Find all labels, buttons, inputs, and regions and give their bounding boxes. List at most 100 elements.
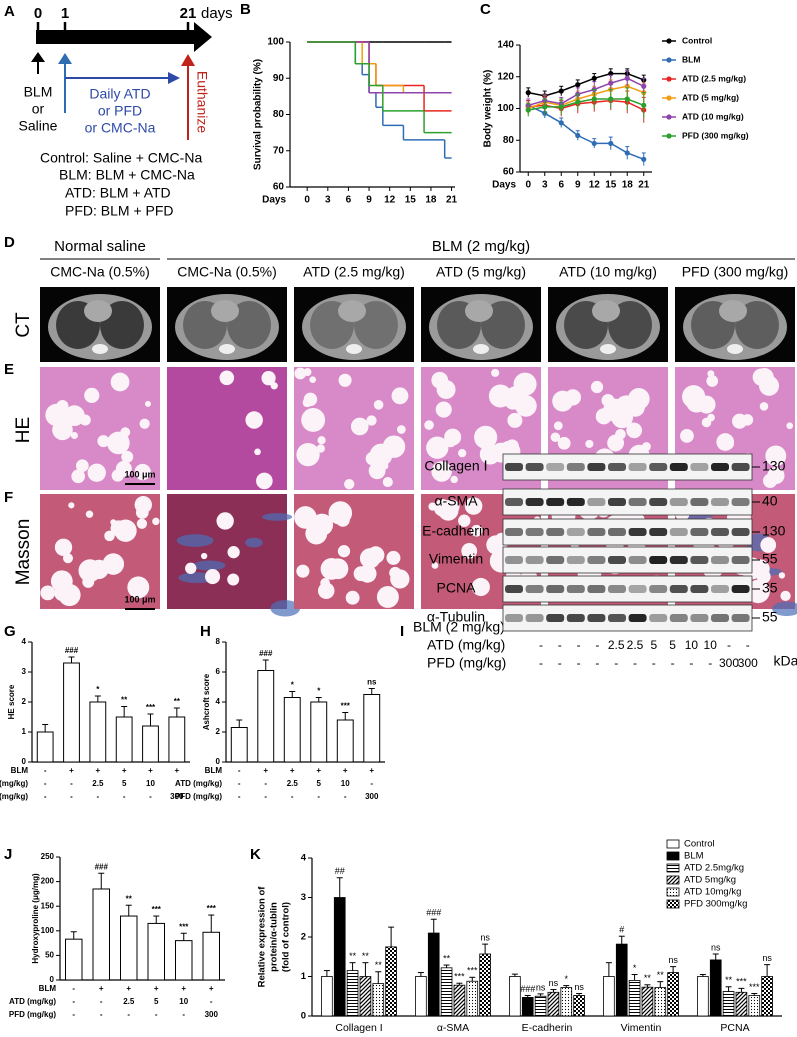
- lane-sign: -: [708, 656, 712, 670]
- blot-band: [649, 528, 668, 536]
- legend-swatch: [666, 887, 680, 897]
- group-definition: BLM: BLM + CMC-Na: [59, 167, 195, 183]
- significance-label: ###: [95, 862, 109, 871]
- ct-spine: [219, 344, 235, 354]
- alveolus: [626, 422, 643, 439]
- alveolus: [89, 559, 109, 580]
- bar: [336, 719, 354, 763]
- bar: [415, 976, 427, 1017]
- blot-band: [608, 528, 626, 536]
- condition-value: -: [72, 997, 75, 1006]
- bar: [333, 897, 346, 1017]
- protein-label: E-cadherin: [422, 523, 490, 539]
- blot-band: [669, 498, 688, 506]
- blot-strip: [502, 575, 753, 603]
- alveolus: [58, 583, 81, 607]
- lane-sign: -: [614, 656, 618, 670]
- alveolus: [134, 496, 153, 514]
- significance-label: **: [644, 973, 652, 983]
- column-header: ATD (2.5 mg/kg): [303, 264, 405, 280]
- blot-band: [628, 614, 647, 622]
- blot-band: [546, 463, 565, 471]
- legend-swatch: [666, 899, 680, 909]
- condition-label: PFD (mg/kg): [0, 792, 28, 801]
- x-tick-label: PCNA: [720, 1022, 749, 1034]
- significance-label: ns: [574, 982, 584, 992]
- endpoint-arrowhead: [181, 54, 195, 66]
- bar: [202, 931, 220, 981]
- ct-spine: [346, 344, 362, 354]
- alveolus: [345, 590, 360, 605]
- panel-label: K: [250, 846, 261, 863]
- y-tick-label: 70: [273, 145, 285, 156]
- data-point: [575, 99, 581, 105]
- panel-a: A 0 1 21 days BLM or Saline Daily ATD or…: [4, 3, 233, 219]
- condition-value: -: [72, 984, 75, 993]
- series-line: [528, 99, 645, 111]
- significance-label: ***: [454, 972, 465, 982]
- blot-band: [525, 585, 544, 593]
- condition-value: -: [238, 779, 241, 788]
- alveolus: [335, 512, 350, 527]
- condition-value: -: [70, 779, 73, 788]
- data-point: [558, 104, 564, 110]
- alveolus: [755, 368, 774, 387]
- protein-label: Vimentin: [429, 551, 483, 567]
- alveolus: [373, 399, 384, 410]
- condition-value: +: [343, 766, 348, 775]
- bar: [560, 987, 573, 1017]
- bar: [65, 938, 83, 981]
- column-header: ATD (5 mg/kg): [436, 264, 526, 280]
- condition-value: +: [148, 766, 153, 775]
- lane-sign: 10: [685, 638, 699, 652]
- alveolus: [464, 497, 483, 515]
- alveolus: [682, 385, 706, 409]
- alveolus: [84, 387, 100, 403]
- data-point: [608, 96, 614, 102]
- panel-label: G: [4, 623, 16, 640]
- alveolus: [254, 448, 261, 456]
- significance-label: ###: [520, 984, 535, 994]
- alveolus: [71, 469, 86, 484]
- y-tick-label: 120: [497, 71, 514, 82]
- collagen-stain: [192, 560, 226, 571]
- alveolus: [358, 564, 377, 583]
- alveolus: [585, 439, 594, 448]
- alveolus: [127, 576, 150, 599]
- timeline-label: 21: [180, 5, 197, 22]
- x-tick-label: 18: [622, 180, 634, 191]
- blot-band: [731, 556, 750, 564]
- series-line: [527, 104, 645, 160]
- blot-band: [587, 614, 606, 622]
- significance-label: ***: [749, 982, 760, 992]
- column-header: CMC-Na (0.5%): [177, 264, 277, 280]
- blot-band: [587, 498, 606, 506]
- blot-band: [669, 528, 688, 536]
- condition-value: +: [122, 766, 127, 775]
- treatment-row-label: ATD (mg/kg): [427, 637, 505, 653]
- alveolus: [445, 436, 456, 448]
- significance-label: ns: [549, 978, 559, 988]
- condition-value: +: [154, 984, 159, 993]
- condition-label: ATD (mg/kg): [9, 997, 56, 1006]
- bar: [573, 995, 585, 1017]
- blot-band: [711, 528, 729, 536]
- unit-label: kDa: [774, 653, 797, 669]
- significance-label: *: [96, 685, 100, 694]
- bar: [142, 725, 159, 763]
- lane-sign: -: [577, 656, 581, 670]
- bar: [722, 991, 735, 1017]
- y-tick-label: 200: [41, 877, 55, 886]
- legend-label: Control: [684, 839, 715, 850]
- condition-value: 5: [122, 779, 127, 788]
- condition-value: -: [127, 1010, 130, 1019]
- bar: [36, 731, 54, 763]
- panel-label: F: [4, 489, 13, 506]
- alveolus: [611, 406, 634, 429]
- x-tick-label: E-cadherin: [522, 1022, 573, 1034]
- blot-band: [525, 614, 544, 622]
- blot-band: [690, 614, 709, 622]
- treatment-row-label: PFD (mg/kg): [427, 655, 506, 671]
- protein-label: α-Tubulin: [427, 609, 485, 625]
